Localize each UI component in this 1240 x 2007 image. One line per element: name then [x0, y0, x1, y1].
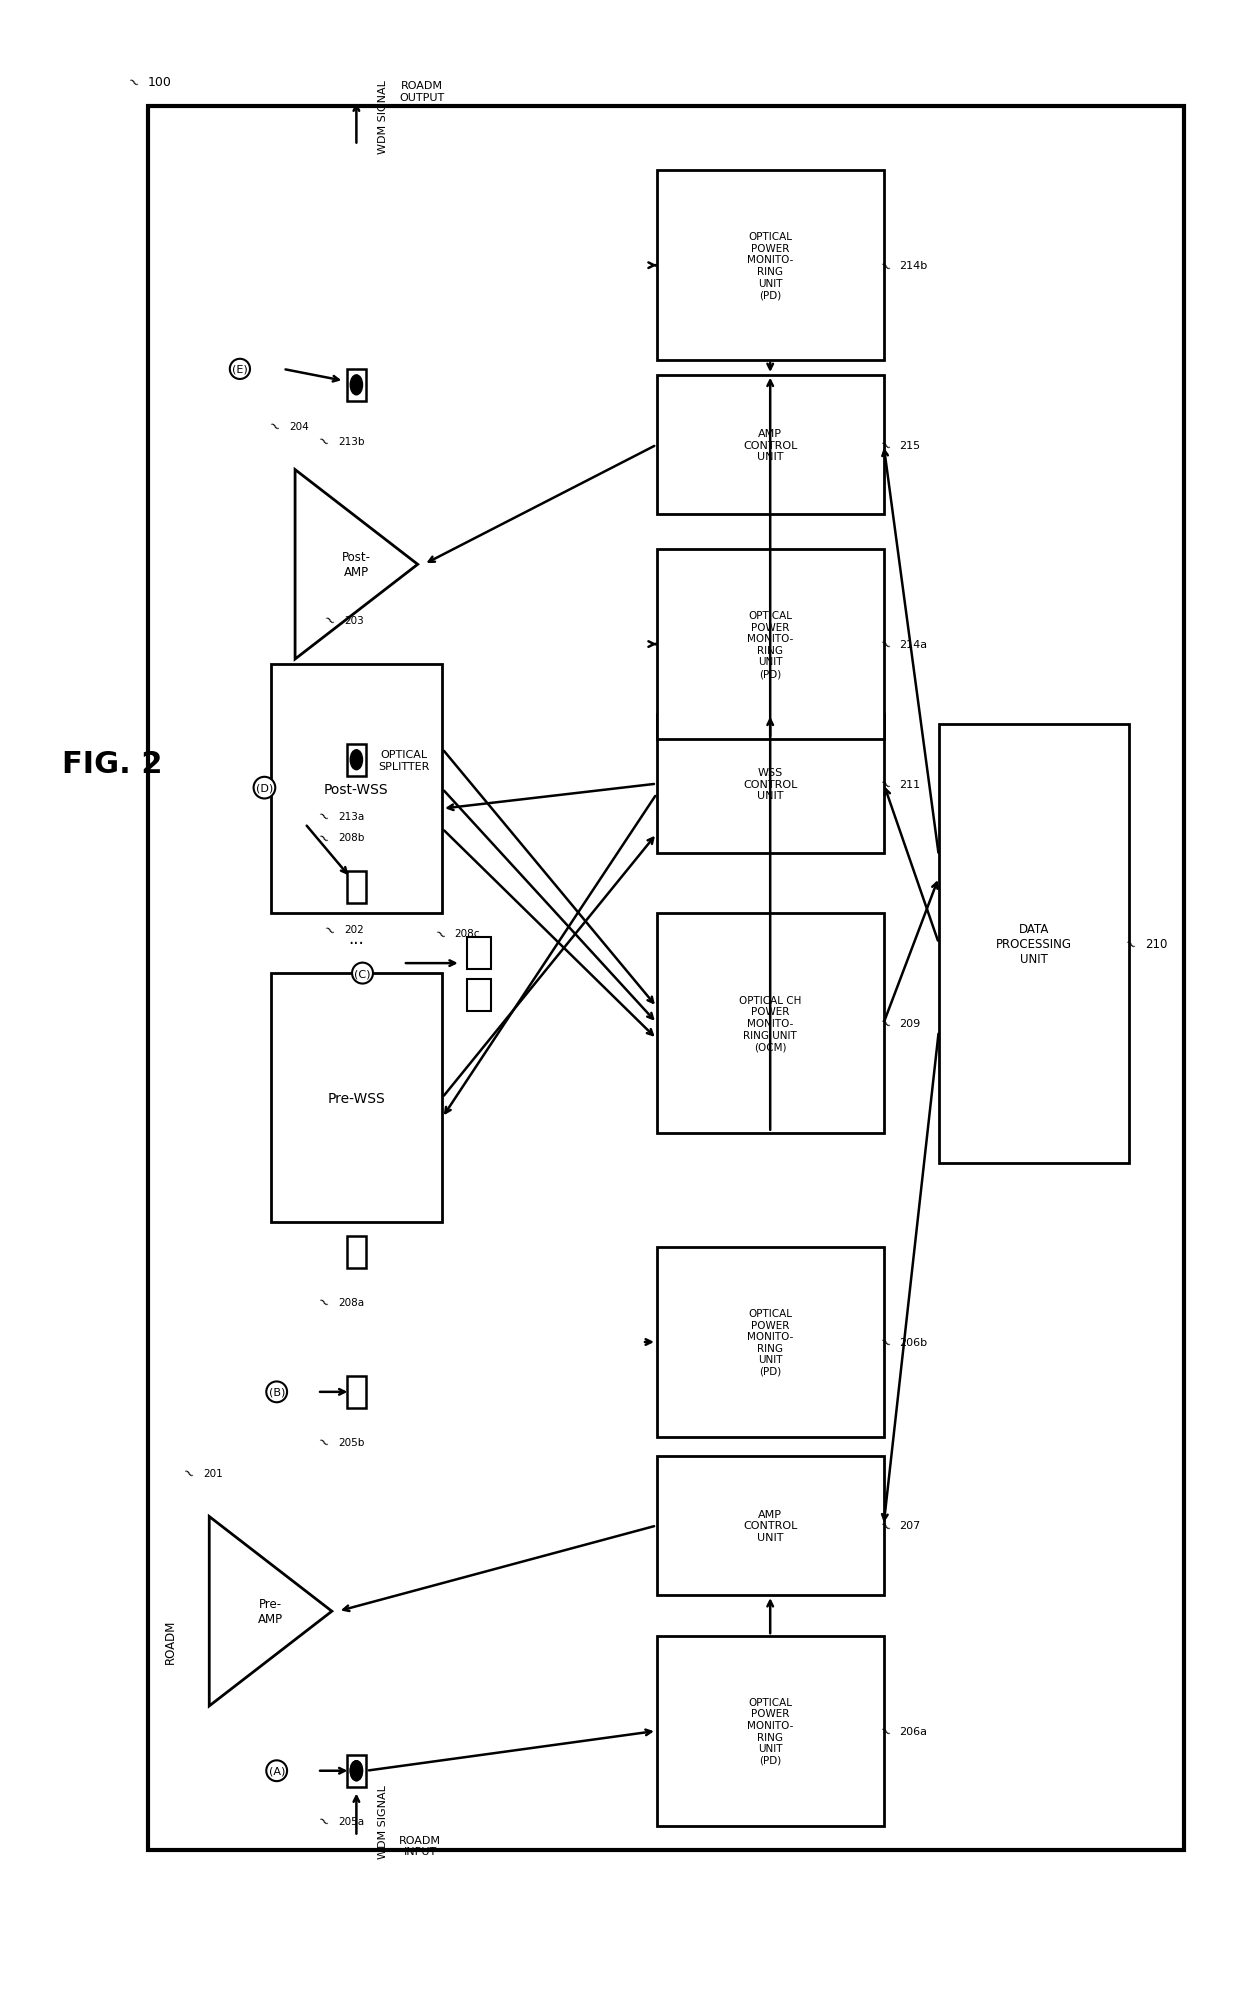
Text: ∼: ∼ [124, 74, 141, 92]
Text: ∼: ∼ [180, 1463, 197, 1481]
Text: 213b: 213b [339, 436, 365, 446]
Text: Pre-WSS: Pre-WSS [327, 1092, 386, 1106]
FancyBboxPatch shape [466, 979, 491, 1012]
Polygon shape [210, 1517, 332, 1706]
Text: Post-
AMP: Post- AMP [342, 552, 371, 578]
Text: ∼: ∼ [314, 1293, 332, 1311]
Text: OPTICAL CH
POWER
MONITO-
RING UNIT
(OCM): OPTICAL CH POWER MONITO- RING UNIT (OCM) [739, 995, 801, 1052]
Bar [346, 745, 366, 777]
Text: (A): (A) [269, 1766, 285, 1776]
Text: ∼: ∼ [875, 436, 894, 454]
Text: 100: 100 [148, 76, 172, 88]
Text: FIG. 2: FIG. 2 [62, 751, 162, 779]
Text: ∼: ∼ [314, 1812, 332, 1830]
Text: 205a: 205a [339, 1816, 365, 1826]
Text: OPTICAL
POWER
MONITO-
RING
UNIT
(PD): OPTICAL POWER MONITO- RING UNIT (PD) [746, 1698, 794, 1764]
FancyBboxPatch shape [466, 937, 491, 969]
Text: ∼: ∼ [875, 1517, 894, 1535]
Text: ∼: ∼ [875, 1333, 894, 1351]
Text: 209: 209 [899, 1018, 921, 1028]
Text: (B): (B) [269, 1387, 285, 1397]
Bar [346, 1754, 366, 1786]
Text: OPTICAL
POWER
MONITO-
RING
UNIT
(PD): OPTICAL POWER MONITO- RING UNIT (PD) [746, 610, 794, 678]
Text: 208c: 208c [455, 929, 480, 939]
Text: (D): (D) [255, 783, 273, 793]
Text: 214a: 214a [899, 640, 928, 650]
Circle shape [350, 751, 362, 771]
Text: 208b: 208b [339, 833, 365, 843]
FancyBboxPatch shape [657, 1455, 884, 1596]
FancyBboxPatch shape [657, 913, 884, 1134]
Text: ∼: ∼ [875, 1722, 894, 1740]
Text: ∼: ∼ [320, 612, 339, 630]
FancyBboxPatch shape [657, 550, 884, 739]
Text: WDM SIGNAL: WDM SIGNAL [378, 80, 388, 153]
FancyBboxPatch shape [270, 664, 443, 913]
Text: ∼: ∼ [1121, 935, 1138, 953]
FancyBboxPatch shape [270, 973, 443, 1222]
FancyBboxPatch shape [657, 375, 884, 516]
Text: 205b: 205b [339, 1437, 365, 1447]
Text: ROADM
OUTPUT: ROADM OUTPUT [399, 80, 445, 102]
Text: AMP
CONTROL
UNIT: AMP CONTROL UNIT [743, 1509, 797, 1541]
Text: ∼: ∼ [314, 432, 332, 450]
Text: ROADM: ROADM [164, 1620, 176, 1664]
Text: ∼: ∼ [875, 775, 894, 793]
FancyBboxPatch shape [657, 714, 884, 855]
Text: Post-WSS: Post-WSS [324, 783, 388, 797]
Text: 210: 210 [1145, 937, 1167, 949]
Text: 206b: 206b [899, 1337, 928, 1347]
Text: ∼: ∼ [875, 257, 894, 275]
FancyBboxPatch shape [657, 171, 884, 361]
Text: ∼: ∼ [314, 1433, 332, 1451]
Circle shape [350, 1760, 362, 1780]
Text: ∼: ∼ [430, 925, 449, 943]
Text: 213a: 213a [339, 811, 365, 821]
Text: 211: 211 [899, 779, 920, 789]
Text: ∼: ∼ [314, 829, 332, 847]
Circle shape [350, 1760, 362, 1780]
FancyBboxPatch shape [657, 1248, 884, 1437]
Text: 215: 215 [899, 440, 920, 450]
Text: ROADM
INPUT: ROADM INPUT [399, 1834, 441, 1856]
Text: 204: 204 [289, 421, 309, 432]
Text: 202: 202 [345, 925, 363, 935]
Text: OPTICAL
SPLITTER: OPTICAL SPLITTER [378, 749, 430, 771]
Text: AMP
CONTROL
UNIT: AMP CONTROL UNIT [743, 429, 797, 462]
Text: 201: 201 [203, 1467, 223, 1477]
Bar [346, 369, 366, 401]
Text: (C): (C) [355, 969, 371, 979]
Text: 208a: 208a [339, 1297, 365, 1307]
Text: ∼: ∼ [314, 807, 332, 825]
Polygon shape [295, 470, 418, 660]
Bar [346, 1377, 366, 1409]
FancyBboxPatch shape [148, 106, 1184, 1850]
Text: OPTICAL
POWER
MONITO-
RING
UNIT
(PD): OPTICAL POWER MONITO- RING UNIT (PD) [746, 233, 794, 299]
Text: DATA
PROCESSING
UNIT: DATA PROCESSING UNIT [996, 923, 1071, 965]
FancyBboxPatch shape [657, 1636, 884, 1826]
Text: WDM SIGNAL: WDM SIGNAL [378, 1784, 388, 1858]
Text: ···: ··· [348, 935, 365, 953]
Text: ∼: ∼ [875, 636, 894, 654]
Text: ∼: ∼ [875, 1014, 894, 1032]
Text: 214b: 214b [899, 261, 928, 271]
Text: ∼: ∼ [265, 417, 283, 436]
Text: (E): (E) [232, 365, 248, 375]
Text: OPTICAL
POWER
MONITO-
RING
UNIT
(PD): OPTICAL POWER MONITO- RING UNIT (PD) [746, 1309, 794, 1377]
FancyBboxPatch shape [939, 725, 1128, 1162]
Text: 206a: 206a [899, 1726, 928, 1736]
Text: 207: 207 [899, 1521, 921, 1531]
Text: 203: 203 [345, 616, 363, 626]
Bar [346, 871, 366, 903]
Circle shape [350, 375, 362, 395]
Bar [346, 1236, 366, 1268]
Text: Pre-
AMP: Pre- AMP [258, 1598, 283, 1626]
Text: ∼: ∼ [320, 921, 339, 939]
Text: WSS
CONTROL
UNIT: WSS CONTROL UNIT [743, 767, 797, 801]
